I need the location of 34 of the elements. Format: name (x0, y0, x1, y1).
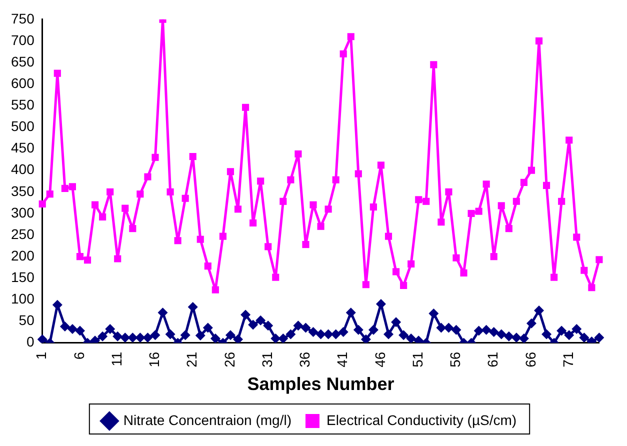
y-tick-label: 500 (11, 118, 35, 134)
x-tick-label: 6 (70, 352, 87, 360)
x-tick-label: 41 (334, 352, 350, 368)
x-tick-label: 16 (146, 352, 162, 368)
y-tick-label: 750 (11, 10, 35, 26)
y-tick-label: 350 (11, 182, 35, 199)
y-tick-label: 650 (11, 53, 35, 70)
y-tick-label: 250 (11, 226, 35, 242)
x-tick-label: 46 (372, 352, 388, 368)
x-tick-label: 21 (184, 352, 200, 368)
y-tick-label: 550 (11, 96, 35, 113)
y-tick-label: 700 (11, 32, 35, 48)
x-tick-label: 66 (522, 352, 538, 368)
legend-label: Nitrate Concentraion (mg/l) (123, 412, 292, 428)
y-tick-label: 300 (11, 204, 35, 220)
x-axis-title: Samples Number (247, 374, 394, 394)
y-tick-label: 600 (11, 74, 35, 91)
y-tick-label: 100 (11, 290, 35, 307)
x-tick-label: 56 (447, 352, 464, 368)
legend-label: Electrical Conductivity (µS/cm) (326, 412, 517, 428)
x-tick-label: 71 (560, 352, 576, 368)
y-tick-label: 50 (18, 312, 35, 328)
y-tick-label: 0 (26, 334, 35, 350)
y-tick-label: 400 (11, 161, 35, 178)
x-tick-label: 61 (484, 352, 501, 368)
x-tick-label: 36 (296, 352, 313, 368)
x-tick-label: 31 (258, 352, 275, 368)
x-tick-label: 26 (221, 352, 238, 368)
y-tick-label: 200 (11, 247, 35, 264)
y-tick-label: 450 (11, 140, 35, 156)
y-tick-label: 150 (11, 269, 35, 285)
x-tick-label: 11 (108, 352, 124, 366)
x-tick-label: 51 (409, 352, 426, 368)
x-tick-label: 1 (33, 352, 50, 360)
